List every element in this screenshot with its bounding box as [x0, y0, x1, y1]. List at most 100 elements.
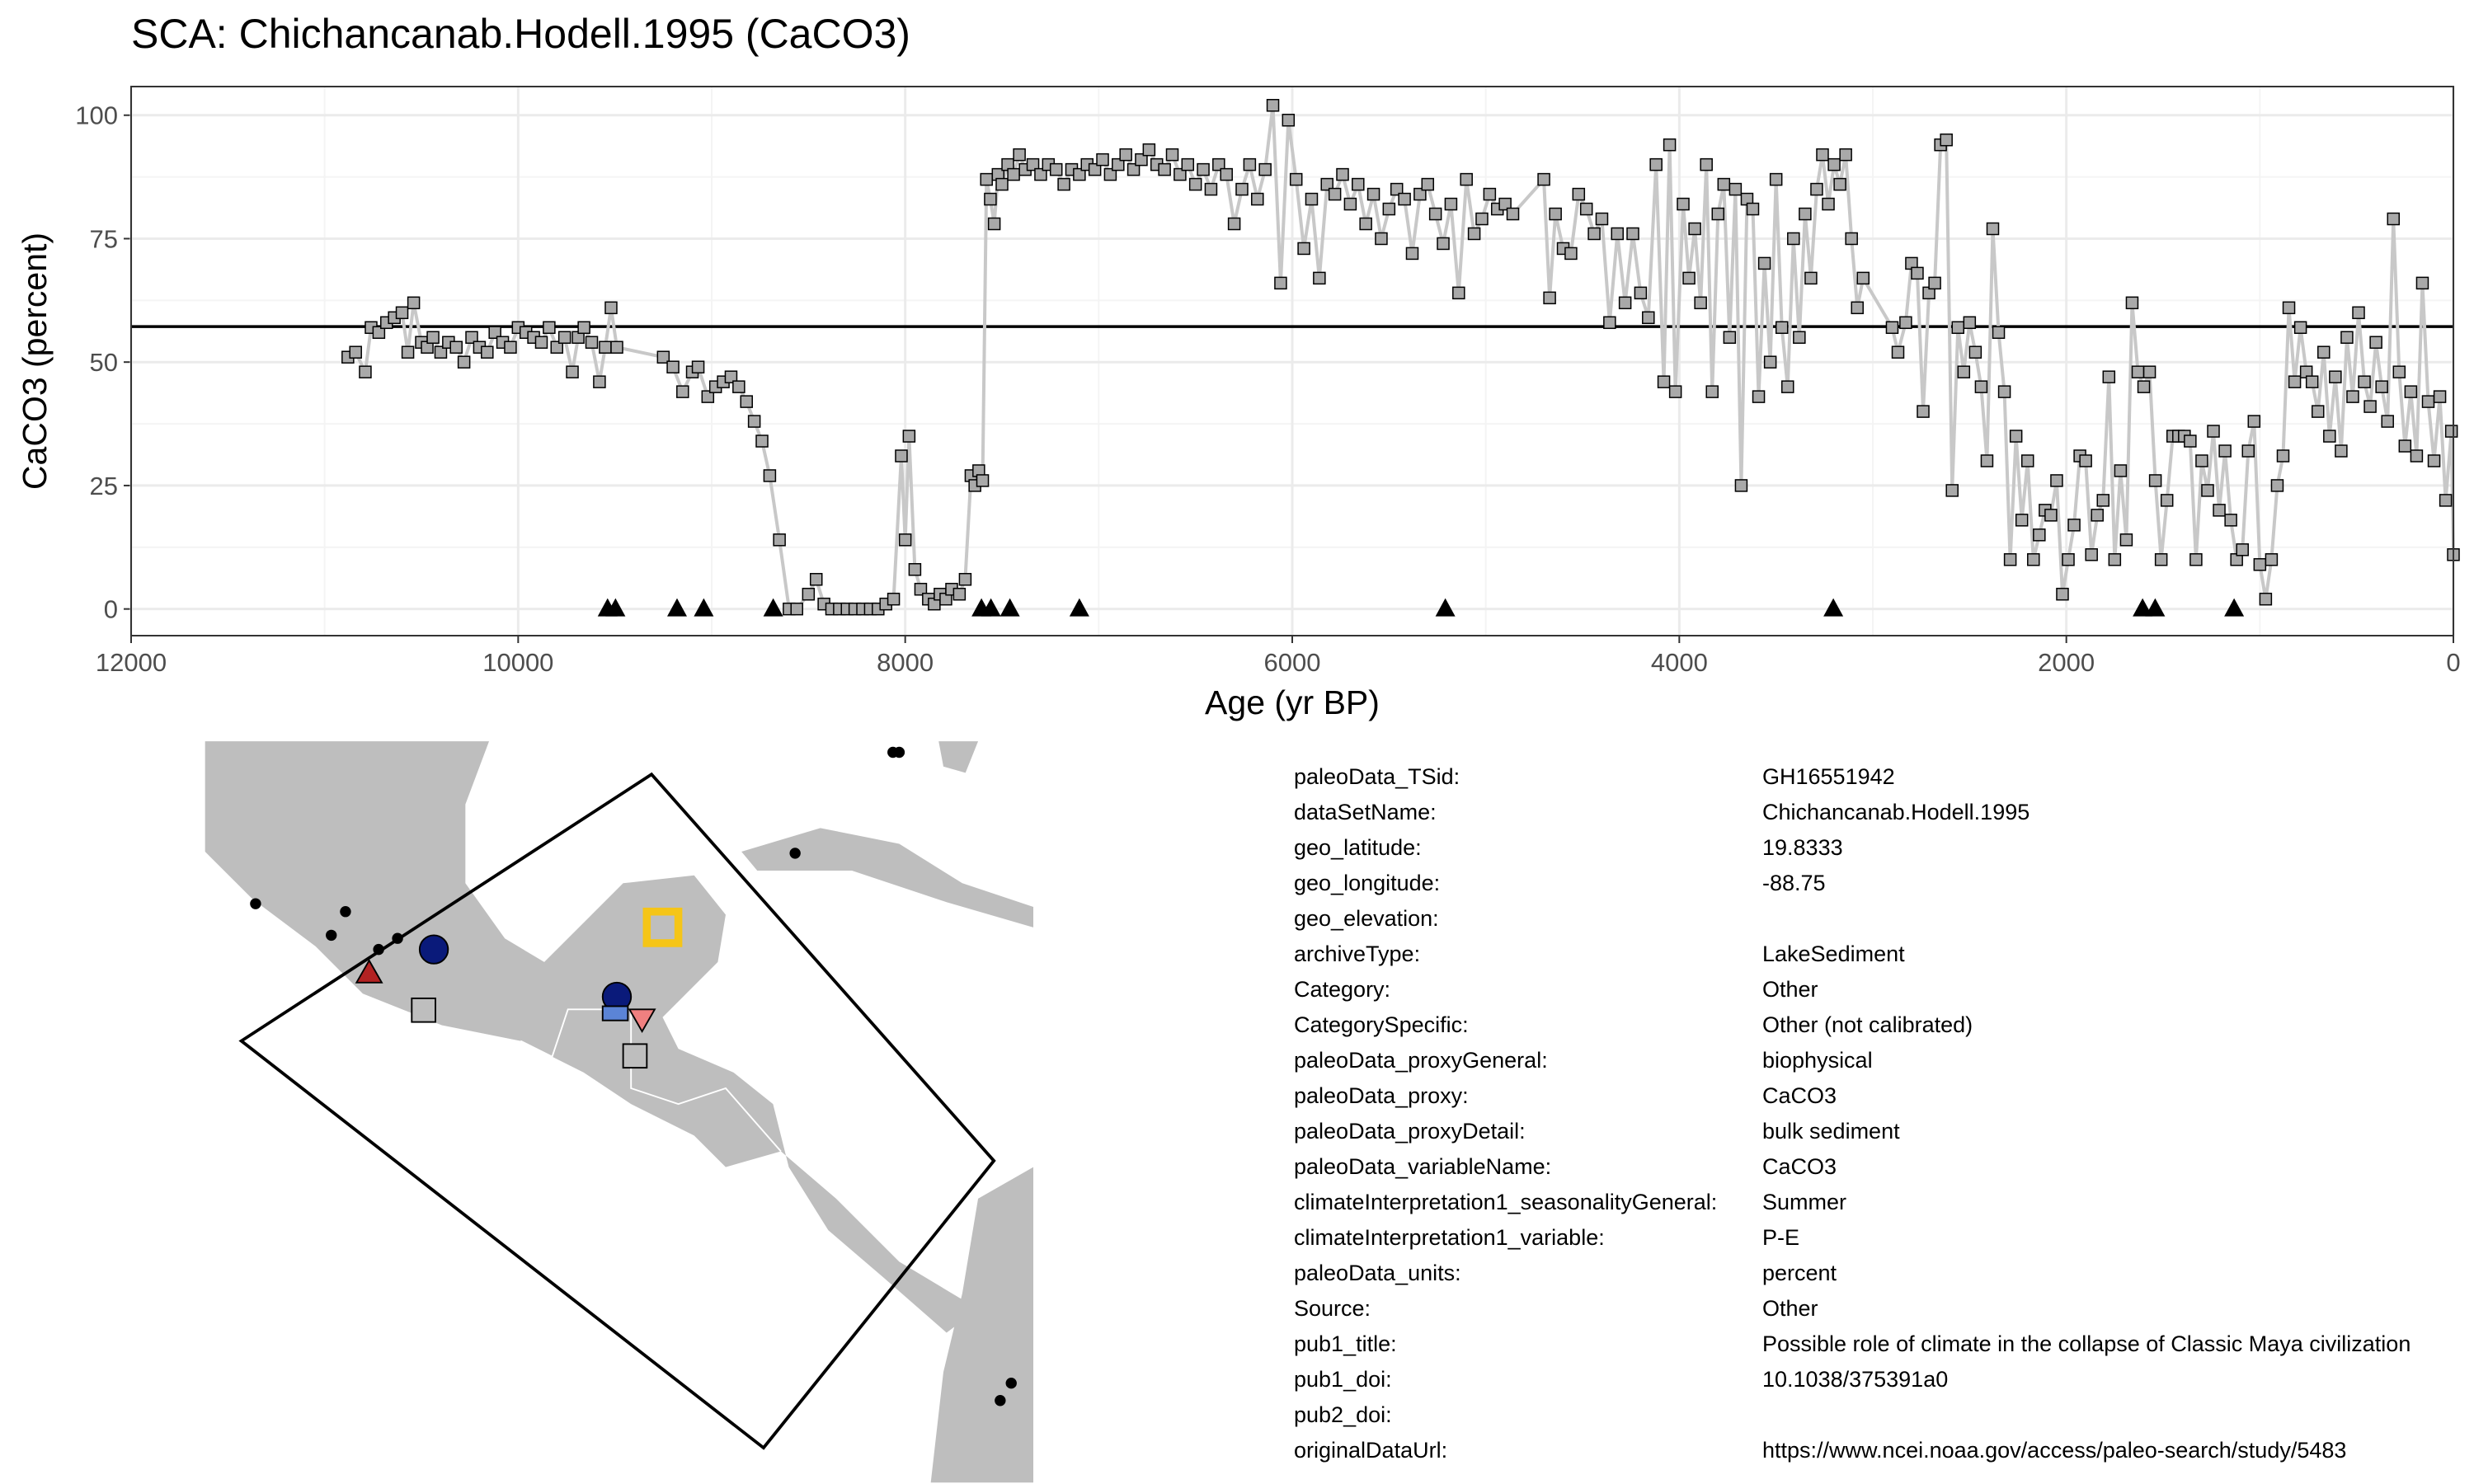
- data-point: [2218, 444, 2232, 458]
- y-tick-label: 25: [90, 472, 118, 500]
- data-point: [2154, 553, 2168, 566]
- data-point: [1845, 232, 1858, 246]
- data-point: [747, 415, 761, 428]
- data-point: [1917, 405, 1930, 418]
- data-point: [1266, 99, 1280, 112]
- data-point: [2282, 301, 2296, 315]
- data-point: [1366, 187, 1380, 201]
- data-point: [1804, 271, 1818, 285]
- data-point: [1437, 237, 1450, 251]
- data-point: [593, 375, 606, 388]
- data-point: [1197, 162, 1210, 176]
- x-tick-label: 4000: [1651, 648, 1708, 677]
- tie-point: [694, 598, 714, 617]
- data-point: [434, 345, 448, 359]
- data-point: [895, 449, 908, 463]
- data-point: [1822, 197, 1835, 211]
- data-point: [1126, 162, 1141, 176]
- tie-point: [2224, 598, 2245, 617]
- data-point: [2044, 509, 2058, 522]
- data-point: [1251, 192, 1264, 206]
- data-point: [2119, 533, 2133, 547]
- data-point: [2189, 553, 2203, 566]
- data-point: [1103, 167, 1117, 181]
- meta-value: -88.75: [1762, 871, 1826, 895]
- data-point: [1328, 187, 1342, 201]
- tie-point: [2133, 598, 2153, 617]
- meta-value: LakeSediment: [1762, 942, 1905, 966]
- meta-key: originalDataUrl:: [1294, 1438, 1447, 1463]
- y-tick-label: 50: [90, 348, 118, 377]
- data-point: [1657, 375, 1671, 388]
- data-point: [2421, 395, 2435, 408]
- data-point: [1587, 227, 1601, 241]
- data-point: [2398, 439, 2412, 453]
- data-point: [534, 336, 548, 349]
- x-tick-label: 6000: [1264, 648, 1321, 677]
- data-point: [1603, 316, 1616, 330]
- data-point: [2433, 390, 2447, 403]
- data-point: [2195, 454, 2208, 467]
- data-point: [2079, 454, 2092, 467]
- meta-value: Other: [1762, 977, 1818, 1002]
- tie-point: [999, 598, 1020, 617]
- data-point: [449, 340, 463, 354]
- data-point: [2236, 543, 2249, 556]
- data-point: [2346, 390, 2359, 403]
- data-point: [1986, 222, 2000, 236]
- data-point: [1007, 167, 1020, 181]
- site-rect: [601, 1005, 629, 1021]
- site: [995, 1395, 1006, 1407]
- data-point: [2020, 454, 2034, 467]
- data-point: [2184, 434, 2197, 448]
- meta-key: paleoData_variableName:: [1294, 1154, 1551, 1179]
- meta-value: Other (not calibrated): [1762, 1012, 1973, 1037]
- data-point: [1543, 291, 1556, 305]
- data-point: [2375, 380, 2388, 393]
- data-point: [656, 350, 670, 364]
- data-point: [914, 582, 928, 596]
- data-point: [1549, 207, 1562, 221]
- data-point: [1911, 266, 1924, 280]
- data-point: [1957, 365, 1971, 378]
- data-point: [585, 336, 599, 349]
- tie-point: [666, 598, 687, 617]
- data-point: [952, 587, 967, 601]
- tie-point: [981, 598, 1001, 617]
- data-point: [2363, 400, 2377, 413]
- site-square: [622, 1043, 648, 1069]
- data-point: [2091, 509, 2104, 522]
- data-point: [1313, 271, 1326, 285]
- x-tick-label: 8000: [877, 648, 934, 677]
- data-point: [1827, 157, 1841, 171]
- data-point: [465, 331, 478, 345]
- site: [893, 746, 905, 758]
- data-point: [2213, 504, 2226, 517]
- data-point: [2033, 528, 2046, 542]
- data-point: [2067, 519, 2081, 532]
- data-point: [2253, 558, 2267, 571]
- data-point: [488, 326, 501, 340]
- data-point: [2265, 553, 2279, 566]
- data-point: [2293, 321, 2307, 335]
- y-tick-label: 100: [75, 101, 118, 130]
- data-point: [1483, 187, 1497, 201]
- data-point: [1963, 316, 1977, 330]
- data-point: [2131, 365, 2145, 378]
- data-point: [1775, 321, 1789, 335]
- data-point: [763, 469, 777, 482]
- data-point: [1899, 316, 1912, 330]
- y-tick-label: 75: [90, 224, 118, 253]
- site: [1005, 1378, 1017, 1389]
- data-point: [1851, 301, 1864, 315]
- data-point: [2207, 425, 2220, 438]
- data-point: [2108, 553, 2122, 566]
- meta-key: paleoData_proxy:: [1294, 1083, 1469, 1108]
- data-point: [604, 301, 618, 315]
- data-point: [2444, 425, 2458, 438]
- data-point: [976, 474, 990, 487]
- data-point: [2224, 514, 2237, 527]
- data-point: [1212, 157, 1225, 171]
- site: [392, 932, 403, 944]
- data-point: [426, 331, 440, 345]
